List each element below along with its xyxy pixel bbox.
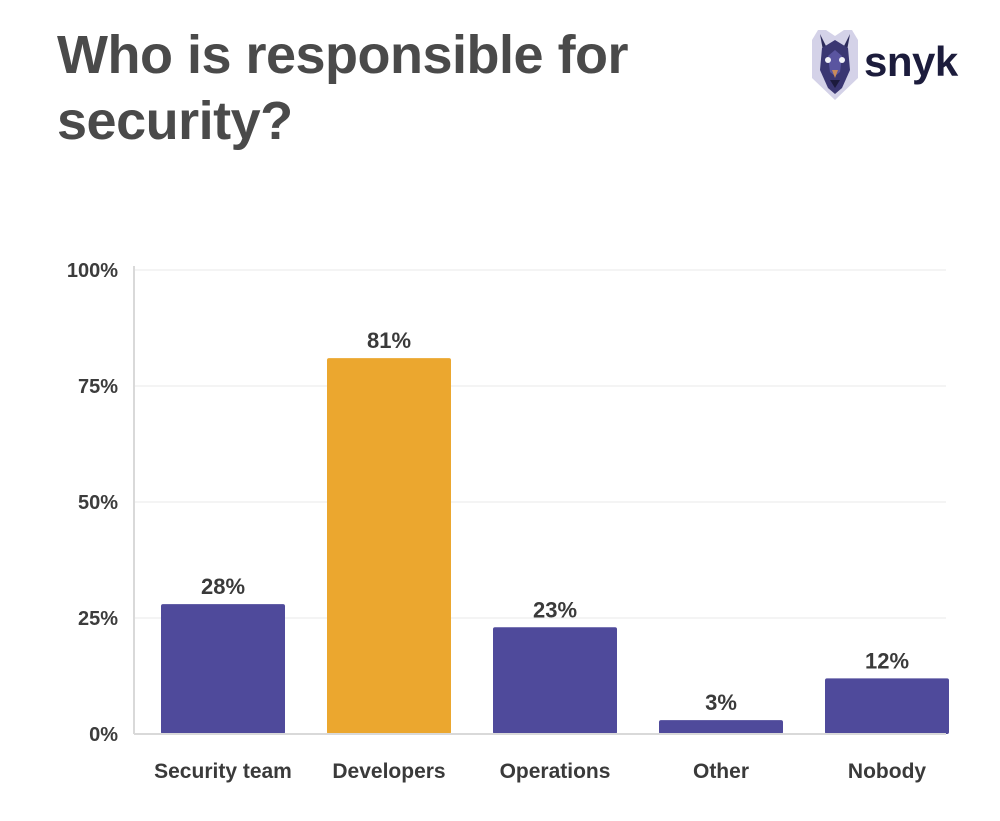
bars [161,358,949,734]
bar-operations [493,627,617,734]
axes [133,266,946,735]
bar-other [659,720,783,734]
bar-security-team [161,604,285,734]
chart-title: Who is responsible for security? [57,25,629,151]
brand-wordmark: snyk [864,38,958,85]
data-label: 12% [865,648,909,673]
data-label: 23% [533,597,577,622]
y-tick-label: 100% [67,260,118,282]
bar-developers [327,358,451,734]
bar-nobody [825,678,949,734]
x-tick-label: Operations [500,760,611,783]
y-tick-label: 75% [78,376,118,398]
gridlines [134,269,946,619]
y-tick-label: 25% [78,608,118,630]
x-tick-label: Developers [332,760,445,783]
data-label: 81% [367,328,411,353]
x-tick-label: Nobody [848,760,926,783]
x-tick-label: Other [693,760,749,783]
data-label: 28% [201,574,245,599]
data-label: 3% [705,690,737,715]
y-tick-label: 50% [78,492,118,514]
x-tick-label: Security team [154,760,292,783]
doberman-icon [812,30,858,100]
snyk-logo: snyk [808,26,968,104]
y-tick-label: 0% [89,724,118,746]
labels: 0% 25% 50% 75% 100% 28% Security team 81% Develo… [67,260,927,783]
